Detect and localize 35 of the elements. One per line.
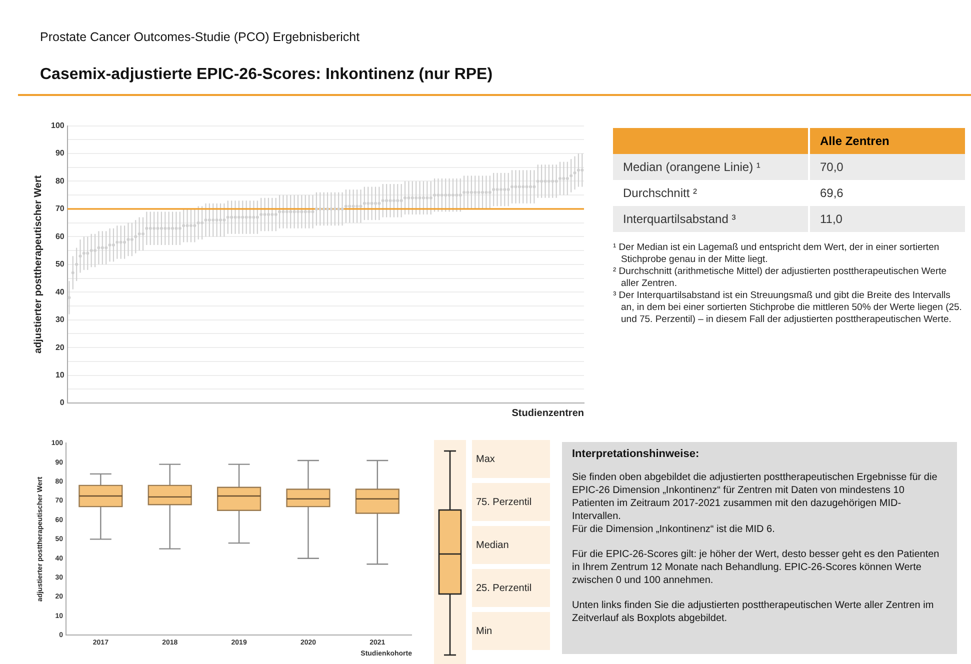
text: ³ Der Interquartilsabstand ist ein Streuungsmaß und gibt die Breite des Intervalls an, in dem bei einer sortierten Stichprobe die mittleren 50% der Werte liegen (25. und 75. Perzentil) – in diesem Fall der adjustierten posttherapeutischen Werte. [613, 290, 963, 326]
text: Median (orangene Linie) ¹ [613, 154, 810, 180]
text: Für die Dimension „Inkontinenz“ ist die MID 6. [572, 523, 776, 536]
y-tick-label: 90 [55, 148, 65, 158]
text: 11,0 [819, 212, 842, 226]
text: 75. Perzentil [472, 483, 550, 521]
y-tick-label: 100 [50, 121, 65, 130]
text: ² Durchschnitt (arithmetische Mittel) der adjustierten posttherapeutischen Werte aller Zentren. [613, 266, 948, 290]
y-tick-label: 0 [60, 398, 65, 408]
text: Max [472, 440, 550, 478]
text: ¹ Der Median ist ein Lagemaß und entspricht dem Wert, der in einer sortierten Stichprobe genau in der Mitte liegt. [613, 242, 940, 266]
text: Durchschnitt ² [613, 180, 810, 206]
y-tick-label: 30 [55, 315, 65, 324]
text: Alle Zentren [819, 134, 890, 148]
text: 25. Perzentil [472, 569, 550, 607]
y-tick-label: 60 [55, 232, 65, 241]
x-axis-title: Studienzentren [512, 408, 584, 419]
text: Sie finden oben abgebildet die adjustierten posttherapeutischen Ergebnisse für die EPIC-26 Dimension „Inkontinenz“ für Zentren mit Daten von mindestens 10 Patienten im Zeitraum 2017-2021 zusammen mit den dazugehörigen MID-Intervallen. [572, 471, 938, 523]
text: Interpretationshinweise: [572, 448, 700, 461]
text: 69,6 [819, 186, 844, 200]
text: Für die EPIC-26-Scores gilt: je höher der Wert, desto besser geht es den Patienten in Ihrem Zentrum 12 Monate nach Behandlung. EPIC-26-Scores können Werte zwischen 0 und 100 annehmen. [572, 548, 940, 587]
y-tick-label: 50 [55, 260, 65, 269]
y-tick-label: 10 [55, 370, 65, 380]
y-axis-title: adjustierter posttherapeutischer Wert [32, 174, 44, 354]
text: Min [472, 612, 550, 650]
y-tick-label: 40 [55, 287, 65, 296]
y-tick-label: 20 [55, 342, 65, 352]
y-tick-label: 80 [55, 176, 65, 186]
text: Unten links finden Sie die adjustierten posttherapeutischen Werte aller Zentren im Zeitverlauf als Boxplots abgebildet. [572, 599, 935, 625]
y-tick-label: 70 [55, 204, 65, 214]
chart-title: Casemix-adjustierte EPIC-26-Scores: Inkontinenz (nur RPE) [40, 66, 493, 84]
text: Median [472, 526, 550, 564]
text: Interquartilsabstand ³ [613, 206, 810, 232]
text: 70,0 [819, 160, 844, 174]
chart-subtitle: Prostate Cancer Outcomes-Studie (PCO) Ergebnisbericht [40, 30, 360, 44]
